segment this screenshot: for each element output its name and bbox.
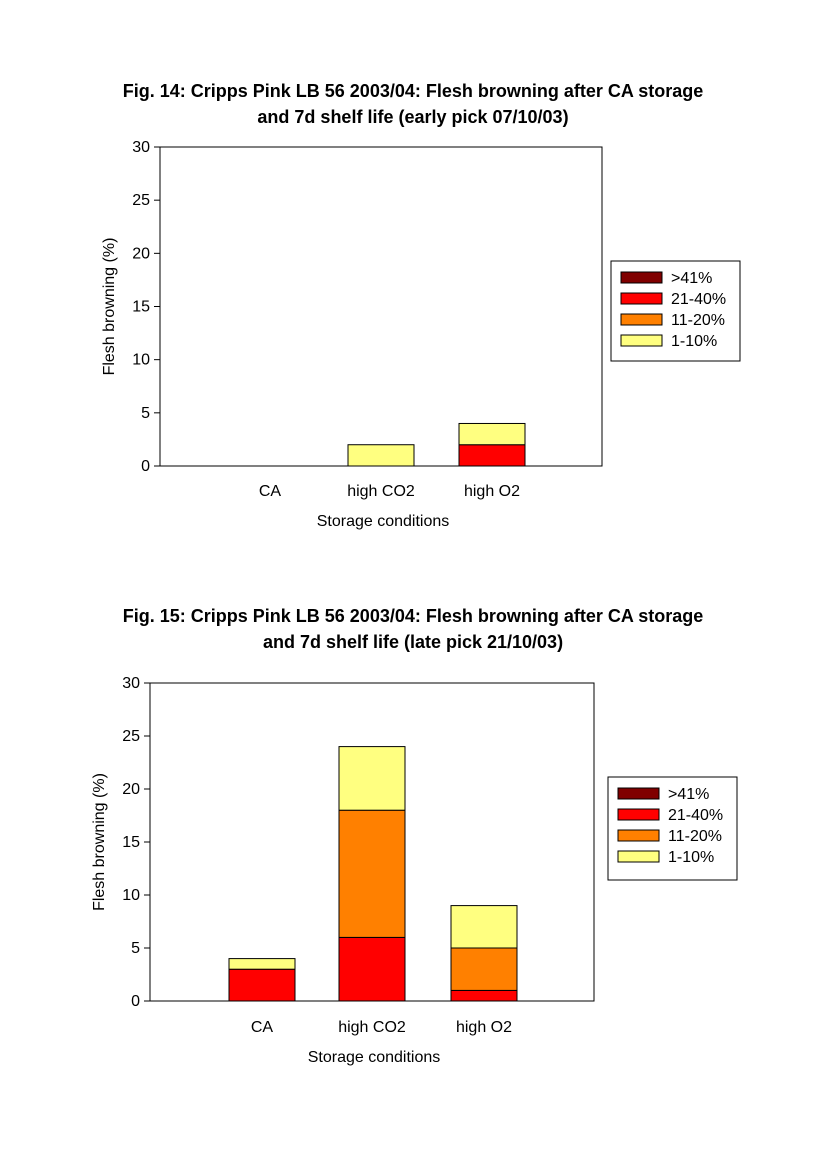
x-axis-title: Storage conditions [308, 1049, 441, 1066]
x-tick-label: high O2 [464, 483, 520, 500]
y-tick-label: 20 [132, 245, 150, 262]
legend-swatch [620, 334, 663, 347]
legend-label: >41% [671, 270, 712, 287]
y-axis-title: Flesh browning (%) [91, 773, 108, 911]
y-tick-label: 10 [122, 887, 140, 904]
legend-swatch [617, 850, 660, 863]
legend-label: 11-20% [671, 312, 725, 329]
legend-label: 21-40% [668, 807, 723, 824]
x-tick-label: CA [259, 483, 282, 500]
fig15-title: Fig. 15: Cripps Pink LB 56 2003/04: Fles… [0, 603, 826, 655]
legend-swatch [620, 313, 663, 326]
fig14-title-line2: and 7d shelf life (early pick 07/10/03) [257, 107, 569, 127]
y-tick-label: 25 [122, 728, 140, 745]
legend-swatch [617, 787, 660, 800]
fig15-title-line1: Fig. 15: Cripps Pink LB 56 2003/04: Fles… [122, 606, 704, 626]
fig14-title-line1: Fig. 14: Cripps Pink LB 56 2003/04: Fles… [122, 81, 704, 101]
bar-segment [228, 958, 296, 970]
fig14-title: Fig. 14: Cripps Pink LB 56 2003/04: Fles… [0, 78, 826, 130]
legend-label: 21-40% [671, 291, 726, 308]
legend-label: 1-10% [668, 849, 714, 866]
fig15-chart: 0 5 10 15 20 25 30 CA high CO2 high O2 Storage con… [91, 675, 738, 1066]
legend-label: >41% [668, 786, 709, 803]
legend-swatch [620, 271, 663, 284]
y-tick-label: 5 [141, 405, 150, 422]
legend-label: 11-20% [668, 828, 722, 845]
bar-segment [338, 809, 406, 938]
legend-swatch [617, 808, 660, 821]
bar-segment [450, 905, 518, 949]
bar-segment [338, 936, 406, 1002]
y-tick-label: 0 [141, 458, 150, 475]
bar-segment [450, 947, 518, 991]
x-tick-label: high O2 [456, 1019, 512, 1036]
y-tick-label: 25 [132, 192, 150, 209]
y-tick-label: 15 [122, 834, 140, 851]
y-tick-label: 30 [122, 675, 140, 692]
y-axis-title: Flesh browning (%) [101, 238, 118, 376]
fig14-chart: 0 5 10 15 20 25 30 CA high CO2 high O2 Storage con… [101, 139, 741, 530]
bar-segment [338, 746, 406, 811]
bar-segment [347, 444, 415, 467]
x-axis-title: Storage conditions [317, 513, 450, 530]
plot-frame [159, 146, 603, 467]
legend-swatch [617, 829, 660, 842]
legend-swatch [620, 292, 663, 305]
y-tick-label: 0 [131, 993, 140, 1010]
bar-segment [450, 989, 518, 1002]
y-tick-label: 15 [132, 299, 150, 316]
bar-segment [458, 444, 526, 467]
legend-label: 1-10% [671, 333, 717, 350]
bar-segment [228, 968, 296, 1002]
bar-segment [458, 422, 526, 446]
y-tick-label: 10 [132, 352, 150, 369]
fig15-title-line2: and 7d shelf life (late pick 21/10/03) [262, 632, 564, 652]
y-tick-label: 20 [122, 781, 140, 798]
x-tick-label: CA [251, 1019, 274, 1036]
y-tick-label: 5 [131, 940, 140, 957]
x-tick-label: high CO2 [347, 483, 415, 500]
x-tick-label: high CO2 [338, 1019, 406, 1036]
y-tick-label: 30 [132, 139, 150, 156]
